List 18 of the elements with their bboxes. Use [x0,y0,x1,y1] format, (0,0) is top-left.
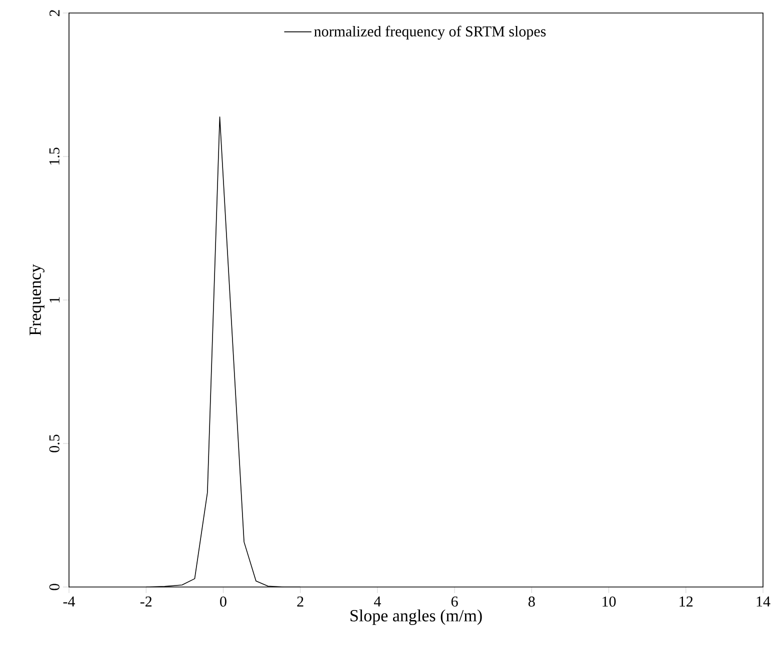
x-tick-label: -4 [63,596,76,606]
x-tick-label: 0 [220,596,226,607]
y-tick-label: 2 [50,10,60,16]
y-tick-label: 0.5 [49,434,60,452]
y-tick-label: 0 [49,584,60,590]
x-tick-label: 12 [680,596,693,606]
x-tick-label: -2 [140,596,152,606]
x-tick-label: 14 [756,596,770,606]
x-tick-label: 2 [297,596,304,606]
x-axis-title: Slope angles (m/m) [350,609,482,625]
x-tick-label: 8 [528,596,535,607]
y-tick-label: 1.5 [49,148,60,165]
x-tick-label: 4 [374,596,381,606]
x-tick-label: 6 [451,596,458,607]
y-axis-title: Frequency [30,264,44,336]
x-tick-label: 10 [602,596,616,607]
legend-label: normalized frequency of SRTM slopes [314,26,546,40]
y-tick-label: 1 [50,297,60,302]
